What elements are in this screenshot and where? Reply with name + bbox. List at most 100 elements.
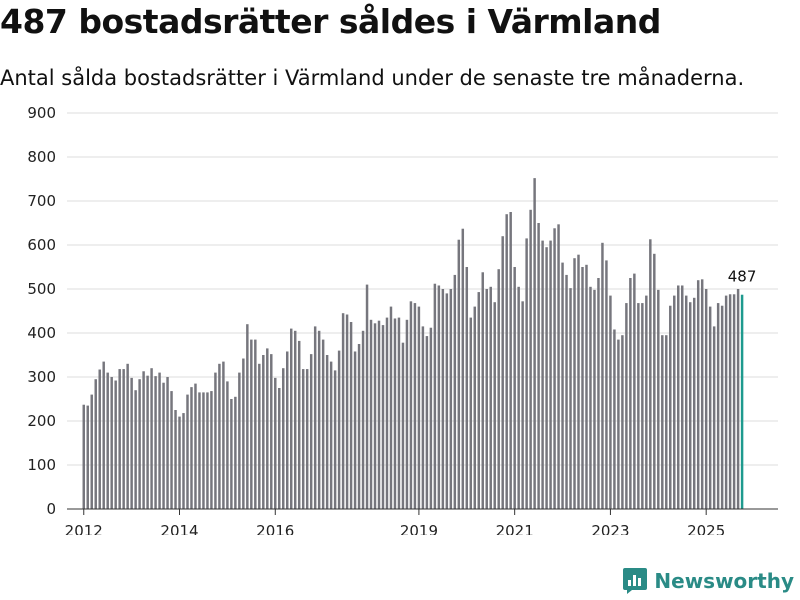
bar xyxy=(661,335,664,509)
y-tick-label: 500 xyxy=(27,280,56,298)
bar xyxy=(389,306,393,509)
bar xyxy=(397,317,401,509)
bar xyxy=(305,369,309,509)
bar xyxy=(569,288,572,509)
bar xyxy=(162,382,165,509)
bar xyxy=(130,377,133,509)
bar xyxy=(325,355,329,509)
bar xyxy=(593,289,596,509)
chart-title: 487 bostadsrätter såldes i Värmland xyxy=(0,2,661,41)
y-tick-label: 0 xyxy=(46,500,56,518)
bar xyxy=(445,293,449,509)
bar xyxy=(681,285,684,509)
bar xyxy=(122,369,125,509)
bar xyxy=(413,303,417,509)
bar xyxy=(282,368,285,509)
brand-name: Newsworthy xyxy=(654,569,794,593)
bar xyxy=(669,305,672,509)
bar xyxy=(222,361,225,509)
y-tick-label: 800 xyxy=(27,148,56,166)
bar xyxy=(262,355,265,509)
bar xyxy=(573,258,576,509)
bar xyxy=(381,325,385,509)
bar xyxy=(625,303,628,509)
bar xyxy=(409,301,413,509)
bar xyxy=(657,289,660,509)
bar xyxy=(385,317,389,509)
bar xyxy=(174,410,177,509)
bar xyxy=(142,371,145,509)
bar xyxy=(214,372,217,509)
bar xyxy=(461,228,465,509)
bar xyxy=(373,323,377,509)
bar xyxy=(581,267,584,509)
bar xyxy=(301,369,305,509)
bar xyxy=(286,351,289,509)
bar xyxy=(417,306,421,509)
gridlines xyxy=(67,112,778,466)
x-tick-label: 2016 xyxy=(256,522,294,535)
bar xyxy=(633,273,636,509)
bar xyxy=(712,326,716,509)
bar xyxy=(736,289,740,509)
bar xyxy=(613,329,616,509)
bar xyxy=(437,285,441,509)
bar xyxy=(321,339,325,509)
bar xyxy=(673,295,676,509)
bar xyxy=(126,363,129,509)
bar xyxy=(114,380,117,509)
bar xyxy=(629,278,632,509)
x-tick-label: 2021 xyxy=(496,522,534,535)
bar xyxy=(728,294,732,509)
bar xyxy=(501,236,504,509)
bar xyxy=(158,372,161,509)
bar xyxy=(557,224,560,509)
bar xyxy=(621,335,624,509)
bar xyxy=(94,379,97,509)
bar xyxy=(645,295,648,509)
bar xyxy=(150,368,153,509)
bar xyxy=(361,330,365,509)
bar xyxy=(274,377,277,509)
newsworthy-brand[interactable]: Newsworthy xyxy=(622,567,794,595)
bar xyxy=(345,314,349,509)
bar xyxy=(341,313,345,509)
bar xyxy=(605,260,608,509)
bar xyxy=(170,391,173,509)
y-tick-label: 700 xyxy=(27,192,56,210)
bar xyxy=(369,319,373,509)
y-tick-label: 200 xyxy=(27,412,56,430)
bar xyxy=(513,267,516,509)
bar xyxy=(230,399,233,509)
y-tick-label: 300 xyxy=(27,368,56,386)
y-tick-label: 100 xyxy=(27,456,56,474)
bar xyxy=(653,253,656,509)
bar xyxy=(720,305,724,509)
bar xyxy=(505,214,508,509)
bar xyxy=(525,238,528,509)
bar xyxy=(146,375,149,509)
x-tick-label: 2014 xyxy=(160,522,198,535)
bar xyxy=(266,348,269,509)
bar xyxy=(393,318,397,509)
x-axis-ticks: 2012 2014 2016 2019 2021 2023 2025 xyxy=(65,509,725,535)
bar xyxy=(349,322,353,509)
bar xyxy=(497,269,500,509)
bar xyxy=(202,392,205,509)
bar xyxy=(521,301,524,509)
bar xyxy=(106,372,109,509)
bar xyxy=(178,416,181,509)
bar xyxy=(473,306,477,509)
bar xyxy=(509,212,512,509)
bar xyxy=(234,396,237,509)
bar xyxy=(477,292,480,509)
bar xyxy=(704,289,708,509)
bar xyxy=(453,274,457,509)
bar xyxy=(278,388,281,509)
bar xyxy=(90,394,93,509)
bar xyxy=(138,379,141,509)
bar xyxy=(337,350,341,509)
bar-latest xyxy=(740,294,744,509)
bar xyxy=(429,327,433,509)
